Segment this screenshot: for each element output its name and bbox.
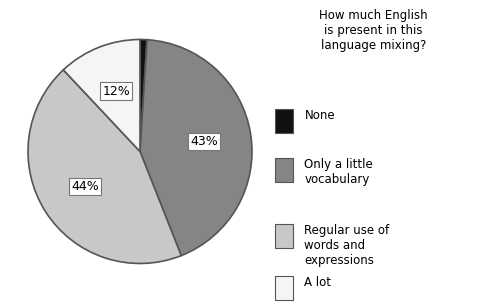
FancyBboxPatch shape (274, 109, 293, 133)
Text: 43%: 43% (190, 135, 218, 148)
Wedge shape (140, 39, 147, 152)
FancyBboxPatch shape (274, 276, 293, 300)
Text: None: None (304, 109, 335, 122)
Text: How much English
is present in this
language mixing?: How much English is present in this lang… (319, 9, 428, 52)
FancyBboxPatch shape (274, 158, 293, 182)
Text: A lot: A lot (304, 276, 332, 289)
Wedge shape (28, 70, 181, 264)
Wedge shape (140, 40, 252, 256)
Text: 44%: 44% (72, 180, 99, 193)
Wedge shape (64, 39, 140, 152)
Text: 12%: 12% (102, 85, 130, 98)
FancyBboxPatch shape (274, 224, 293, 248)
Text: Only a little
vocabulary: Only a little vocabulary (304, 158, 373, 185)
Text: Regular use of
words and
expressions: Regular use of words and expressions (304, 224, 390, 267)
